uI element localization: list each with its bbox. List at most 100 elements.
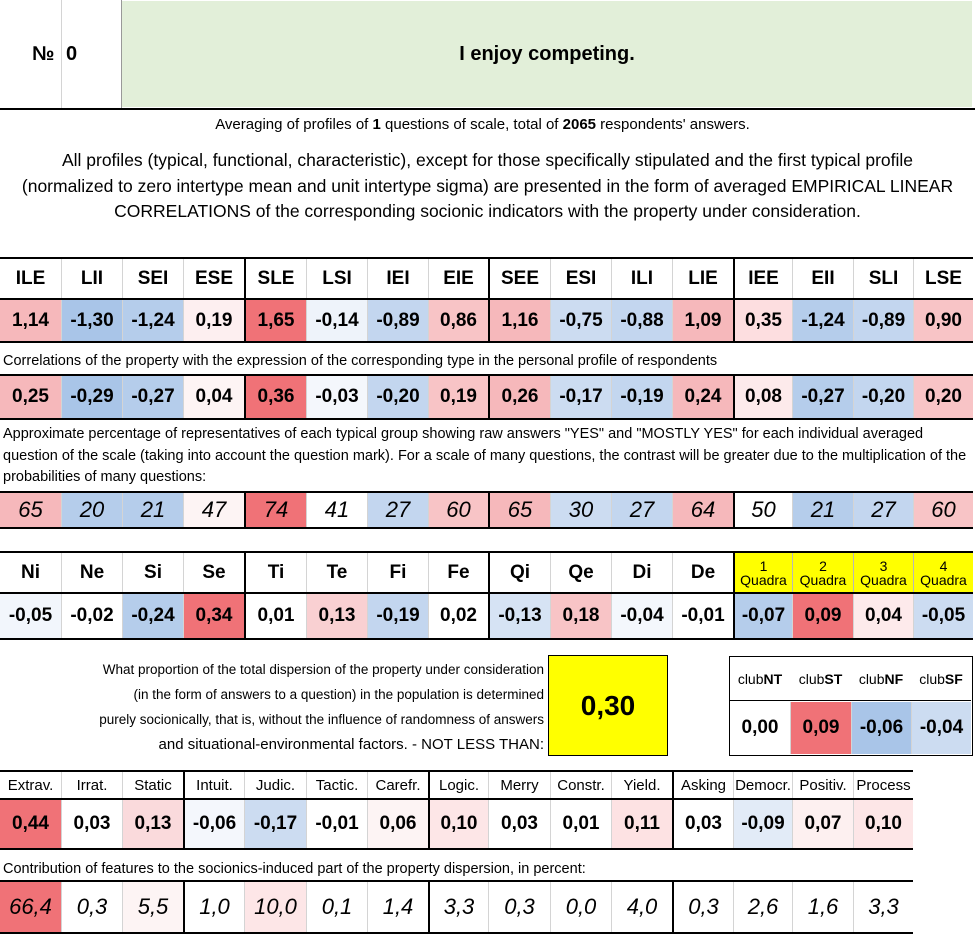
feature-value-text: 0,03	[73, 813, 111, 834]
type-correlation-value-1: -0,29	[61, 376, 122, 418]
function-label-0: Ni	[0, 553, 61, 592]
type-percentage-value-5: 41	[306, 493, 367, 527]
type-percentage-value-text: 65	[507, 497, 533, 522]
feature-value-4: -0,17	[244, 800, 306, 848]
function-label-text: Se	[202, 561, 226, 583]
type-percentage-value-text: 21	[810, 497, 836, 522]
function-label-text: Fi	[389, 561, 407, 583]
type-label-12: IEE	[733, 259, 792, 298]
club-name: SF	[944, 670, 963, 687]
feature-label-text: Static	[134, 776, 172, 794]
club-value-1: 0,09	[790, 702, 851, 754]
feature-contribution-10: 4,0	[611, 882, 672, 932]
type-correlation-value-text: 0,04	[195, 386, 233, 407]
feature-contribution-5: 0,1	[306, 882, 367, 932]
type-percentage-value-text: 27	[871, 497, 896, 522]
feature-value-text: -0,17	[253, 813, 298, 834]
type-correlation-value-text: -0,27	[801, 386, 845, 407]
feature-value-text: 0,11	[624, 813, 660, 834]
function-label-text: De	[690, 561, 716, 583]
type-profile-value-text: 0,86	[440, 309, 477, 331]
type-correlation-value-text: -0,20	[861, 386, 906, 407]
feature-value-text: 0,44	[12, 813, 49, 834]
type-label-text: LSE	[925, 267, 962, 289]
respondents-count: 2065	[562, 115, 597, 133]
feature-label-text: Yield.	[623, 776, 661, 794]
feature-value-text: 0,01	[562, 813, 600, 834]
feature-value-5: -0,01	[306, 800, 367, 848]
feature-label-13: Positiv.	[792, 772, 853, 798]
quadra-word: Quadra	[920, 571, 967, 588]
type-profile-value-12: 0,35	[733, 300, 792, 341]
type-label-13: EII	[792, 259, 853, 298]
function-value-6: -0,19	[367, 594, 428, 638]
club-prefix: club	[858, 670, 885, 687]
type-percentage-value-text: 64	[690, 497, 716, 522]
type-correlation-value-14: -0,20	[853, 376, 913, 418]
questions-count: 1	[372, 115, 381, 133]
function-label-9: Qe	[550, 553, 611, 592]
number-divider	[61, 0, 62, 109]
type-correlation-value-13: -0,27	[792, 376, 853, 418]
feature-contribution-text: 0,1	[321, 894, 353, 919]
feature-label-text: Merry	[500, 776, 539, 794]
feature-contribution-text: 0,3	[688, 894, 719, 919]
function-label-text: Ne	[79, 561, 105, 583]
type-label-text: LSI	[322, 267, 352, 289]
type-percentage-value-text: 47	[201, 497, 227, 522]
function-value-text: -0,02	[70, 605, 114, 626]
club-prefix: club	[919, 670, 945, 687]
type-profile-value-14: -0,89	[853, 300, 913, 341]
feature-value-11: 0,03	[672, 800, 733, 848]
feature-value-text: -0,01	[315, 813, 359, 834]
feature-value-text: 0,03	[685, 813, 722, 834]
feature-label-5: Tactic.	[306, 772, 367, 798]
function-label-7: Fe	[428, 553, 488, 592]
type-profile-value-8: 1,16	[488, 300, 550, 341]
percentage-caption: Approximate percentage of representative…	[3, 426, 967, 485]
type-profile-value-text: -1,24	[801, 309, 845, 331]
function-value-text: 0,02	[440, 605, 477, 626]
type-profile-value-text: 0,35	[745, 309, 782, 331]
feature-label-6: Carefr.	[367, 772, 428, 798]
feature-contribution-6: 1,4	[367, 882, 428, 932]
feature-label-8: Merry	[488, 772, 550, 798]
club-prefix: club	[798, 670, 825, 687]
type-label-text: IEE	[748, 267, 779, 289]
feature-value-6: 0,06	[367, 800, 428, 848]
type-label-text: IEI	[386, 267, 410, 289]
type-label-10: ILI	[611, 259, 672, 298]
type-profile-value-text: -0,14	[315, 309, 359, 331]
type-correlation-value-10: -0,19	[611, 376, 672, 418]
type-percentage-value-13: 21	[792, 493, 853, 527]
quadra-word: Quadra	[799, 571, 847, 588]
feature-contribution-text: 3,3	[868, 894, 899, 919]
type-profile-value-5: -0,14	[306, 300, 367, 341]
feature-contribution-text: 0,3	[76, 894, 108, 919]
feature-contribution-text: 66,4	[9, 894, 52, 919]
type-profile-value-text: -0,89	[861, 309, 906, 331]
type-profile-value-text: -1,30	[70, 309, 114, 331]
quadra-value-text: 0,09	[804, 605, 842, 626]
function-label-text: Te	[326, 561, 348, 583]
feature-label-3: Intuit.	[183, 772, 244, 798]
number-label: №	[32, 43, 55, 65]
function-label-2: Si	[122, 553, 183, 592]
quadra-number: 3	[879, 557, 888, 574]
type-percentage-value-text: 27	[629, 497, 655, 522]
dispersion-text: What proportion of the total dispersion …	[99, 662, 544, 753]
type-profile-value-7: 0,86	[428, 300, 488, 341]
feature-contribution-7: 3,3	[428, 882, 488, 932]
function-label-text: Qi	[509, 561, 531, 583]
club-value-3: -0,04	[911, 702, 971, 754]
type-correlation-value-text: -0,17	[559, 386, 603, 407]
type-profile-value-6: -0,89	[367, 300, 428, 341]
feature-label-text: Positiv.	[799, 776, 847, 794]
type-correlation-value-12: 0,08	[733, 376, 792, 418]
feature-label-text: Logic.	[438, 776, 480, 794]
question-number: 0	[66, 43, 78, 65]
question-title: I enjoy competing.	[459, 42, 635, 65]
feature-contribution-3: 1,0	[183, 882, 244, 932]
feature-value-text: 0,06	[379, 813, 417, 834]
function-value-text: -0,19	[376, 605, 420, 626]
